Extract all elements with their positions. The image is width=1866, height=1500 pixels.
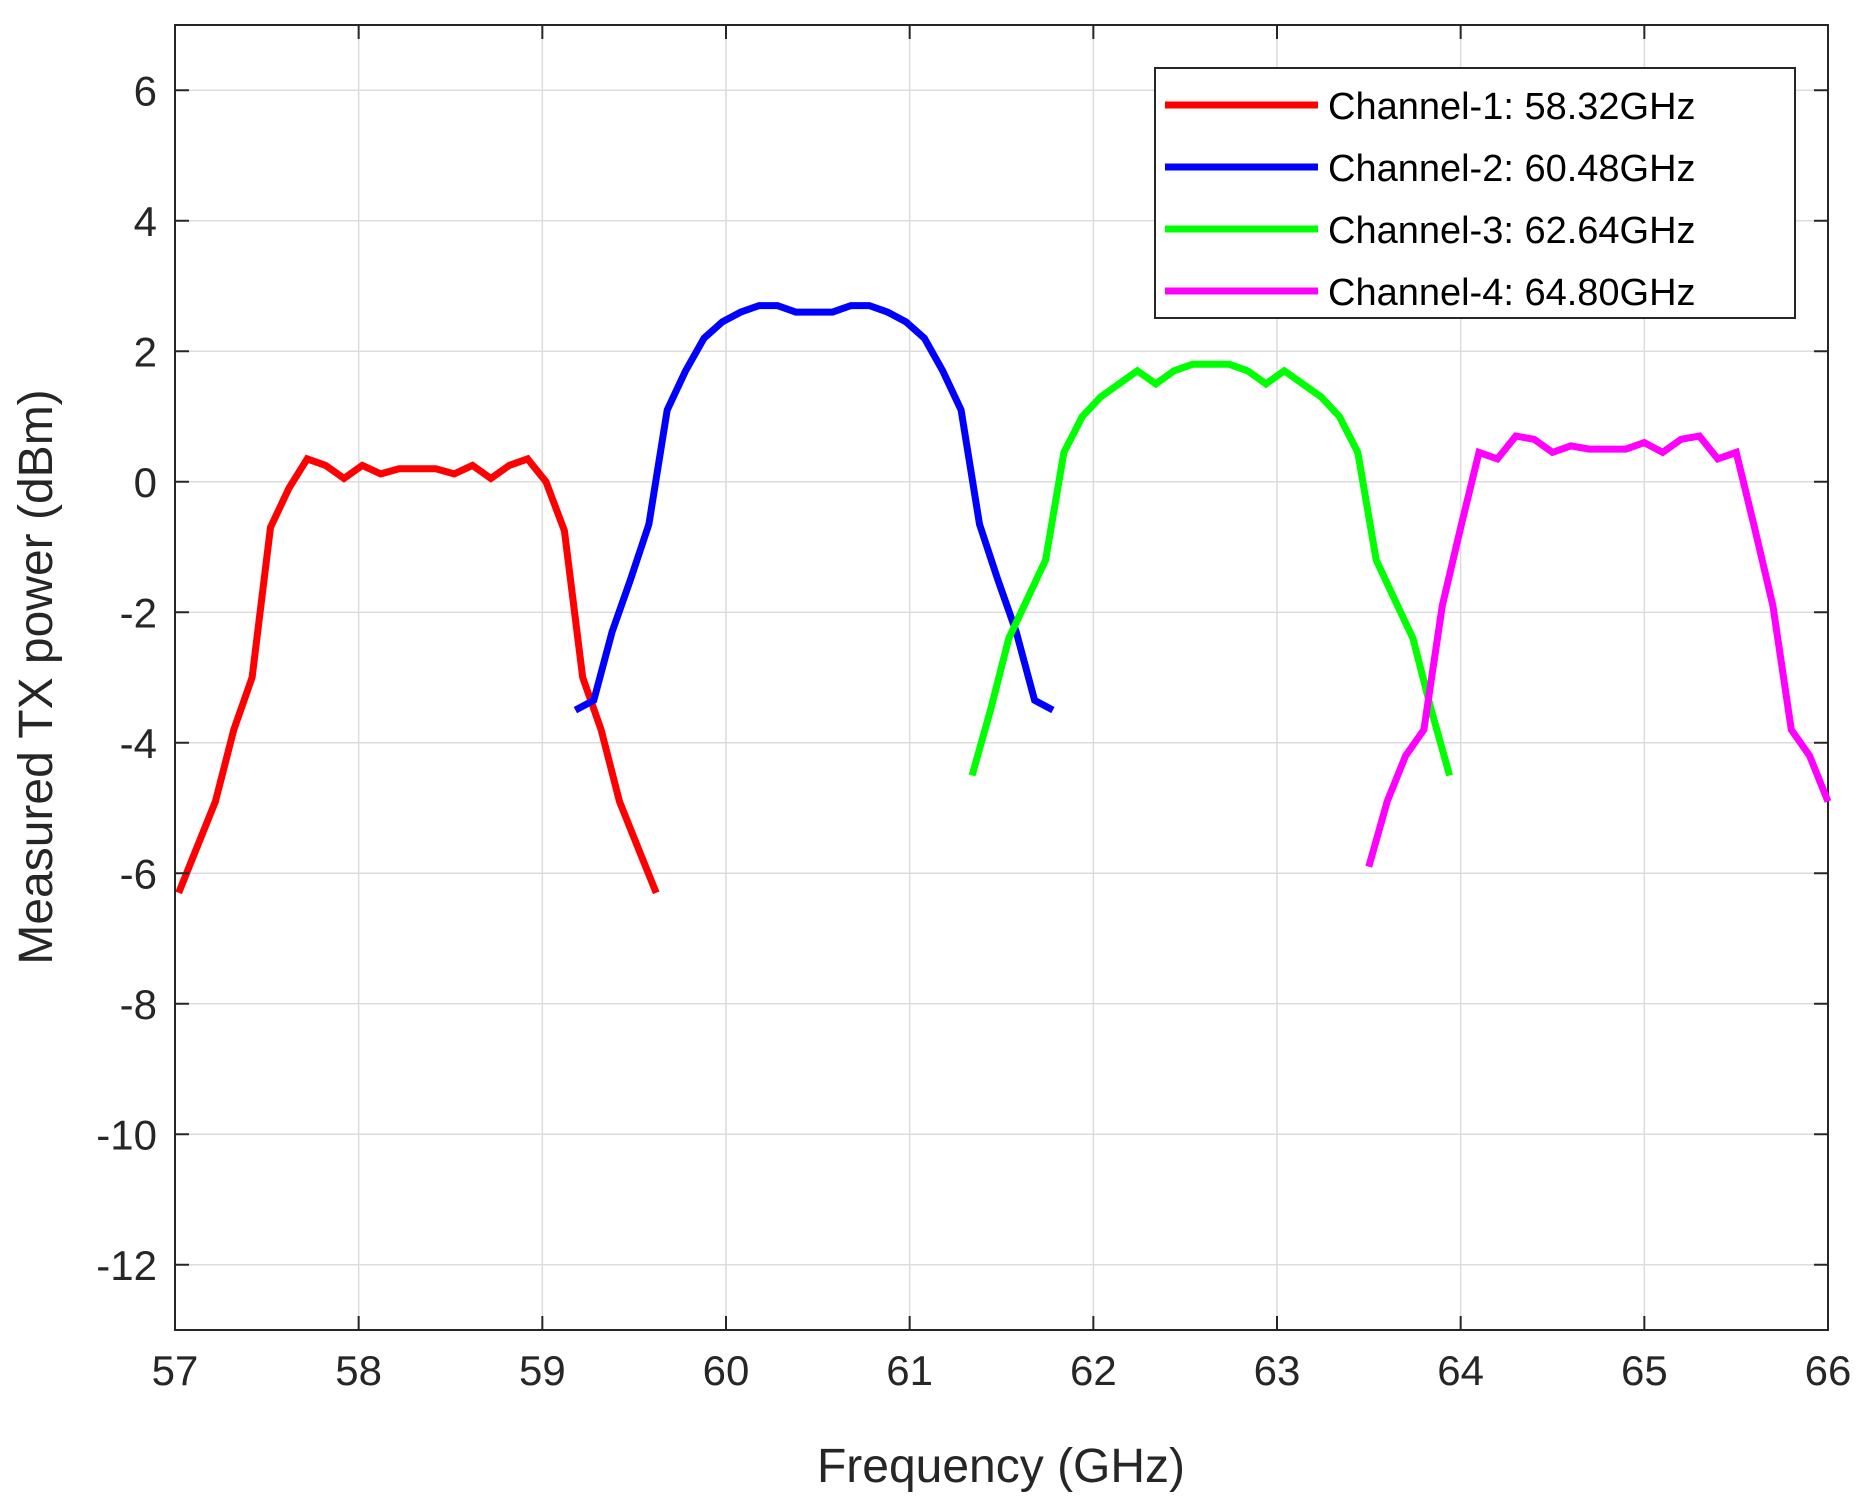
legend: Channel-1: 58.32GHz Channel-2: 60.48GHz Ch… — [1154, 67, 1796, 319]
y-tick-label: -10 — [96, 1111, 157, 1158]
series-line-3 — [968, 360, 1453, 777]
axis-ticks: 57 58 59 60 61 62 63 64 65 66 -12 -10 -8 -6 -4 -2 0 2 4 6 — [96, 25, 1851, 1394]
plot-area-frame — [174, 24, 1829, 1331]
y-tick-label: 0 — [134, 459, 157, 506]
y-tick-label: -8 — [120, 981, 157, 1028]
x-tick-label: 62 — [1070, 1347, 1117, 1394]
y-tick-label: -6 — [120, 850, 157, 897]
x-tick-label: 59 — [519, 1347, 566, 1394]
legend-label-4: Channel-4: 64.80GHz — [1328, 272, 1696, 314]
y-axis-label: Measured TX power (dBm) — [10, 389, 63, 964]
series-lines — [175, 302, 1832, 895]
x-tick-label: 58 — [335, 1347, 382, 1394]
x-tick-label: 66 — [1805, 1347, 1852, 1394]
legend-box — [1154, 67, 1796, 319]
x-tick-label: 57 — [152, 1347, 199, 1394]
y-tick-label: -12 — [96, 1242, 157, 1289]
y-tick-label: -4 — [120, 720, 157, 767]
x-tick-label: 63 — [1254, 1347, 1301, 1394]
x-tick-label: 65 — [1621, 1347, 1668, 1394]
legend-label-2: Channel-2: 60.48GHz — [1328, 148, 1696, 190]
y-tick-label: 4 — [134, 198, 157, 245]
x-axis-label: Frequency (GHz) — [817, 1440, 1185, 1493]
series-line-2 — [573, 302, 1055, 714]
legend-label-1: Channel-1: 58.32GHz — [1328, 86, 1696, 128]
grid — [174, 25, 1829, 1330]
x-tick-label: 61 — [886, 1347, 933, 1394]
series-line-4 — [1365, 432, 1832, 868]
y-tick-label: 6 — [134, 67, 157, 114]
x-tick-label: 60 — [703, 1347, 750, 1394]
x-tick-label: 64 — [1437, 1347, 1484, 1394]
series-line-1 — [175, 454, 660, 895]
y-tick-label: -2 — [120, 589, 157, 636]
legend-label-3: Channel-3: 62.64GHz — [1328, 210, 1696, 252]
y-tick-label: 2 — [134, 328, 157, 375]
